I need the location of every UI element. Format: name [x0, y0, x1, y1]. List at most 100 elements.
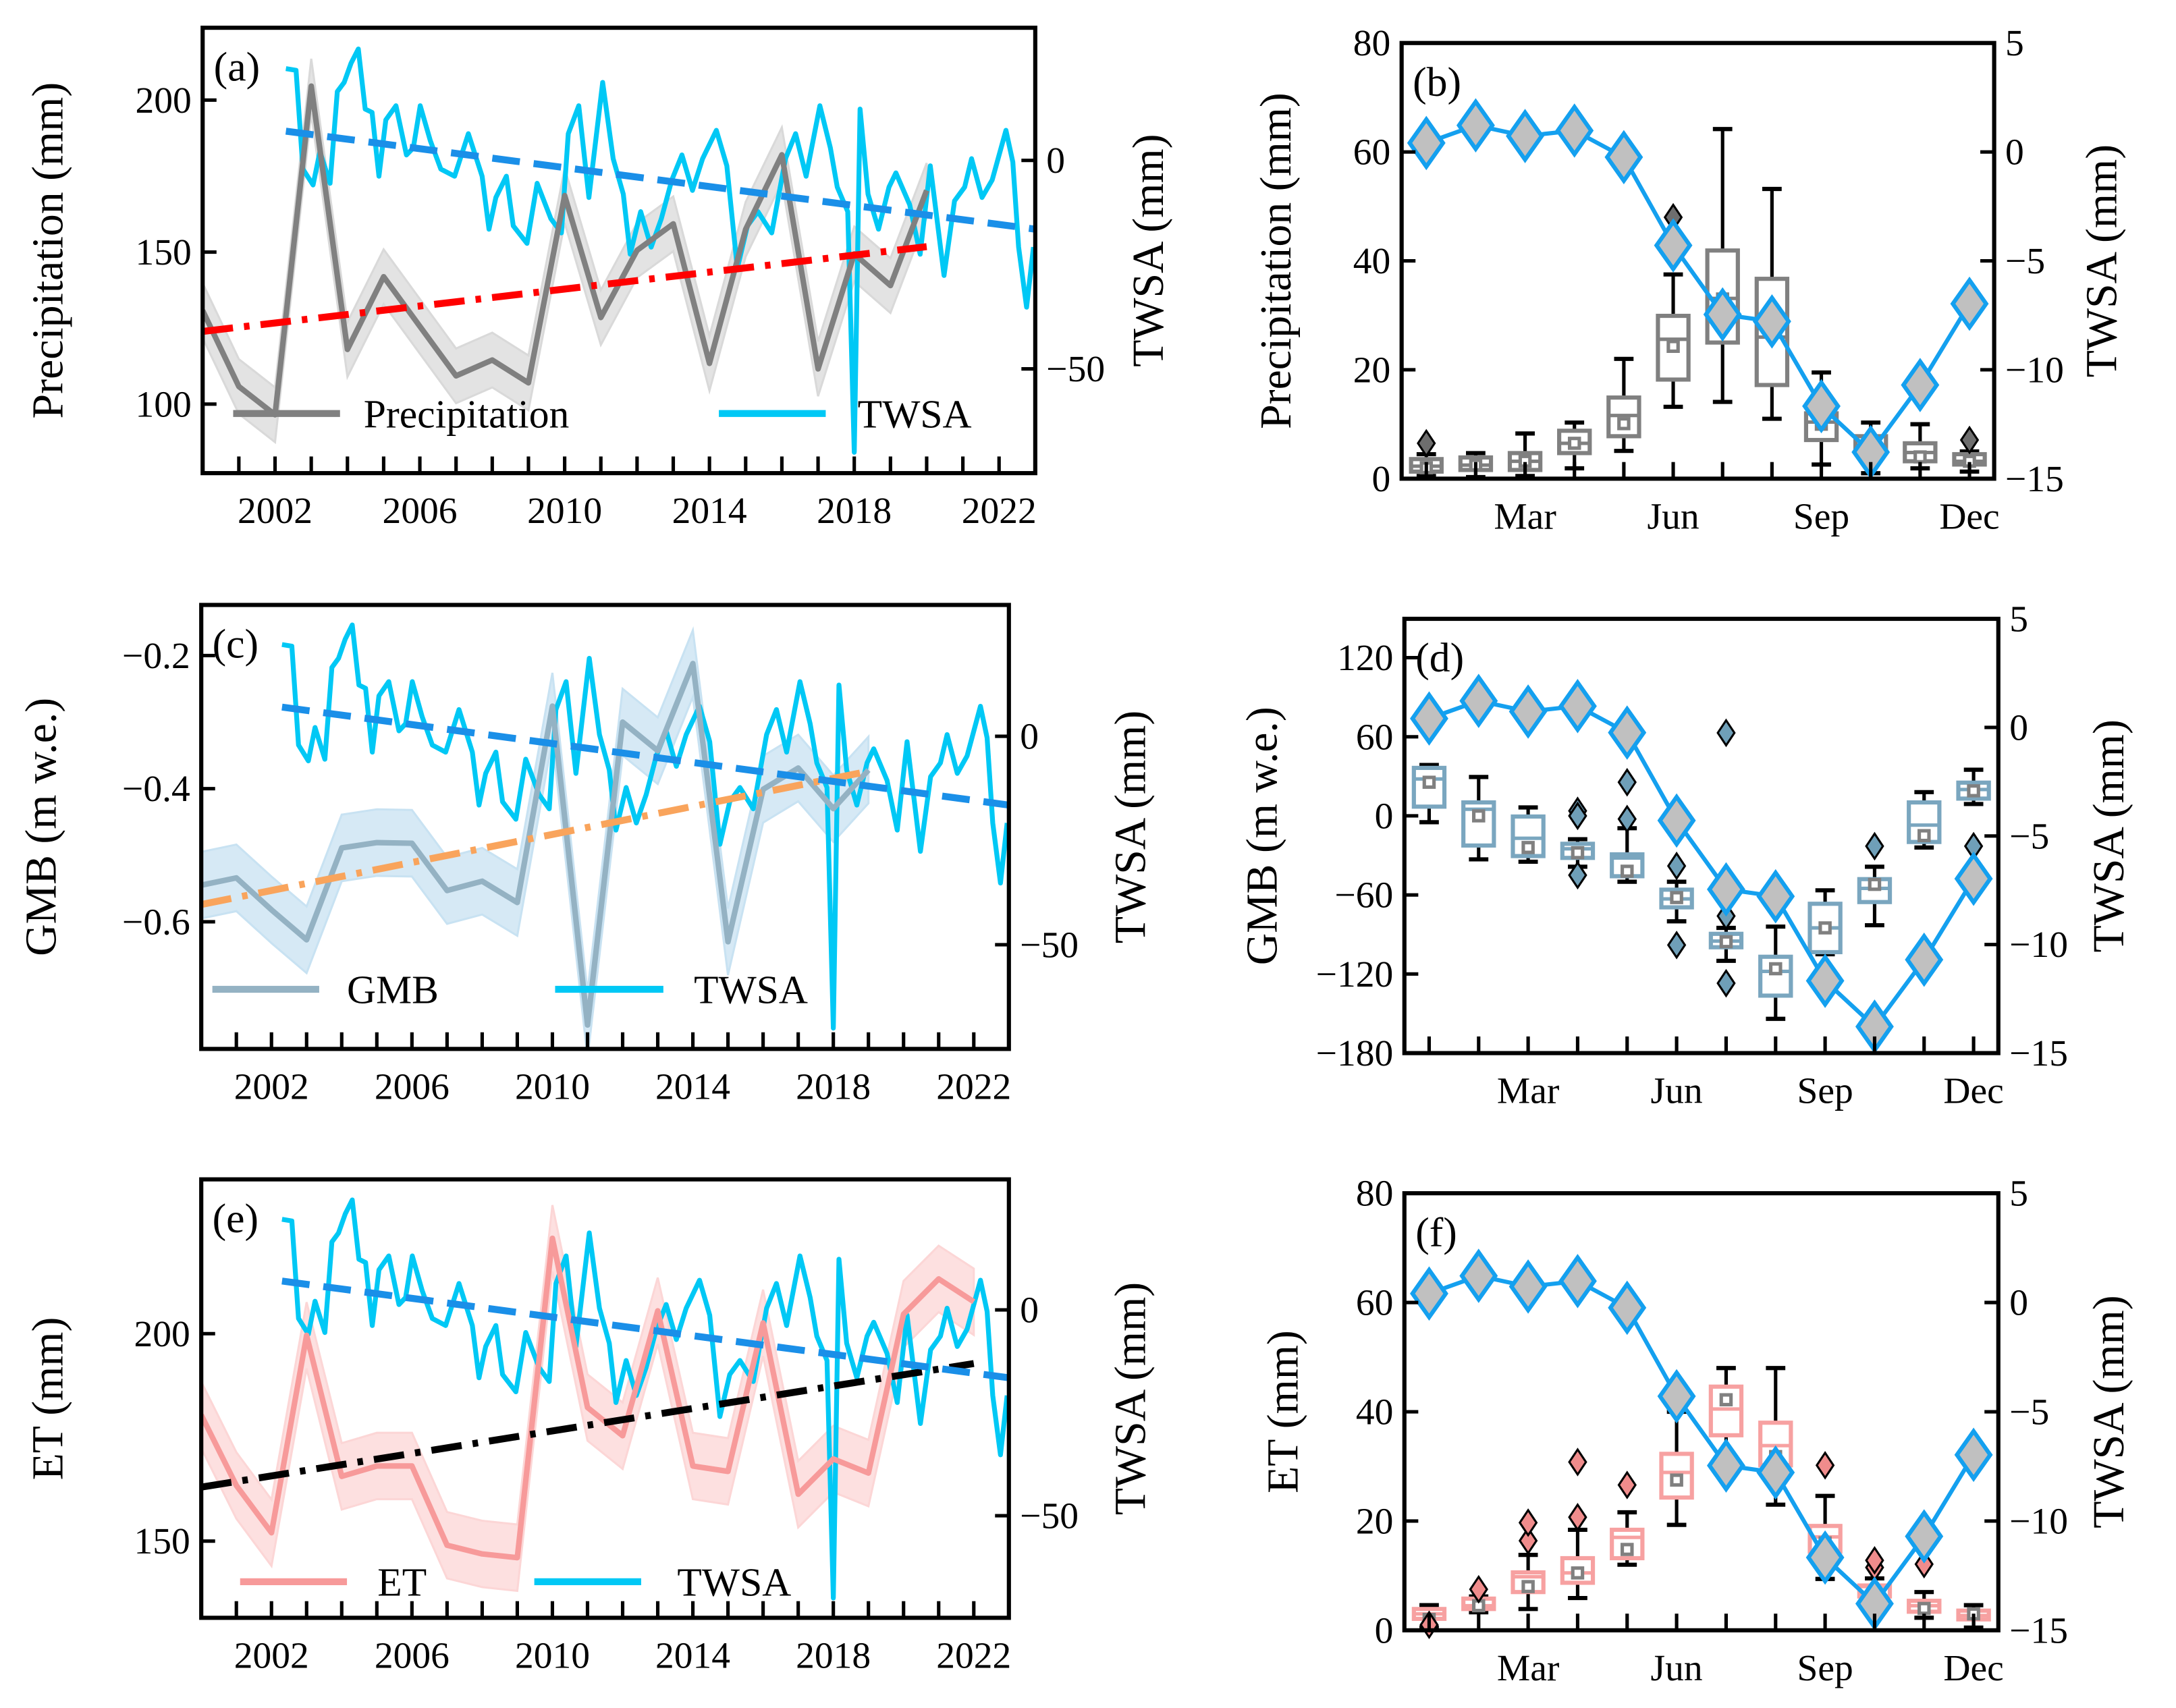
right-y-tick-label: 0 [2009, 1283, 2028, 1324]
x-tick-label: Mar [1497, 1071, 1559, 1112]
right-y-tick-label: −15 [2005, 459, 2064, 500]
x-tick-label: 2010 [527, 491, 602, 532]
left-y-tick-label: 200 [136, 80, 192, 121]
panel-label: (e) [213, 1196, 259, 1242]
panel-d-monthly-boxplot: Mar Jun Sep Dec −180 −120 −60 0 60 120 −15 −10 −5 0 5 G… [1238, 599, 2133, 1112]
x-tick-label: 2002 [234, 1635, 309, 1676]
twsa-trend-line [285, 128, 1035, 233]
outlier-marker [1959, 425, 1980, 455]
box-month-5 [1610, 767, 1645, 884]
panel-a-timeseries: Precipitation TWSA 2002 2006 2010 2014 2018 202… [24, 26, 1173, 532]
outlier-marker [1417, 429, 1436, 458]
left-y-tick-label: −0.6 [122, 902, 190, 943]
right-y-tick-label: 0 [1020, 717, 1039, 758]
box-month-2 [1461, 775, 1496, 862]
right-axis-label: TWSA (mm) [2084, 1295, 2133, 1528]
panel-label: (f) [1415, 1209, 1457, 1255]
left-y-tick-label: 0 [1371, 459, 1390, 500]
twsa-diamond-marker [1407, 115, 1446, 171]
plot-area [202, 47, 1035, 455]
right-y-tick-label: 5 [2005, 23, 2024, 64]
left-axis-label: Precipitation (mm) [24, 82, 73, 419]
left-y-tick-label: −180 [1316, 1033, 1394, 1074]
twsa-diamond-marker [1604, 130, 1643, 185]
right-y-tick-label: −10 [2005, 350, 2064, 391]
x-tick-label: 2010 [515, 1635, 590, 1676]
box-month-4 [1560, 1448, 1596, 1601]
mean-marker [1913, 450, 1927, 464]
panel-label: (a) [214, 44, 260, 90]
mean-marker [1670, 891, 1683, 904]
twsa-diamond-marker [1756, 1445, 1795, 1500]
twsa-diamond-marker [1508, 684, 1548, 739]
left-axis-label: ET (mm) [24, 1317, 73, 1481]
box-month-4 [1560, 796, 1596, 890]
precipitation-series-line [202, 83, 929, 418]
outlier-marker [1666, 851, 1687, 881]
box-month-12 [1956, 767, 1991, 861]
x-tick-label: 2002 [234, 1066, 309, 1107]
x-tick-label: Dec [1939, 496, 1999, 537]
panel-label: (c) [213, 622, 259, 667]
mean-marker [1670, 1473, 1683, 1487]
x-tick-label: 2014 [672, 491, 747, 532]
iqr-box [1708, 1384, 1744, 1437]
right-axis-label: TWSA (mm) [1106, 711, 1155, 943]
mean-marker [1521, 841, 1535, 854]
twsa-diamond-marker [1703, 287, 1742, 342]
right-y-tick-label: 5 [2009, 599, 2028, 640]
twsa-diamond-marker [1954, 851, 1993, 906]
plot-frame [199, 1177, 1011, 1620]
twsa-diamond-marker [1508, 1259, 1548, 1314]
left-y-tick-label: 0 [1375, 796, 1394, 837]
left-y-tick-label: 60 [1353, 132, 1390, 173]
mean-marker [1422, 775, 1436, 789]
mean-marker [1571, 846, 1585, 860]
twsa-diamond-marker [1954, 1427, 1993, 1483]
left-y-tick-label: 80 [1353, 23, 1390, 64]
outlier-marker [1518, 1508, 1538, 1537]
mean-marker [1917, 829, 1931, 843]
right-axis-label: TWSA (mm) [2077, 144, 2127, 377]
panel-label: (d) [1415, 635, 1464, 681]
outlier-marker [1469, 1574, 1488, 1604]
twsa-diamond-marker [1558, 679, 1597, 734]
x-tick-label: Jun [1651, 1071, 1703, 1112]
x-tick-label: Dec [1943, 1648, 2003, 1689]
twsa-diamond-marker [1459, 673, 1498, 728]
legend: GMB TWSA [212, 968, 808, 1012]
right-y-tick-label: 0 [1020, 1290, 1039, 1331]
box-month-11 [1903, 422, 1938, 471]
x-tick-label: 2022 [962, 491, 1037, 532]
legend-label: GMB [347, 968, 439, 1012]
twsa-series-line [281, 1197, 1009, 1601]
twsa-diamond-marker [1805, 954, 1845, 1008]
left-y-tick-label: 60 [1356, 1283, 1394, 1324]
x-tick-label: 2006 [375, 1635, 450, 1676]
x-tick-label: Jun [1647, 496, 1699, 537]
panel-f-monthly-boxplot: Mar Jun Sep Dec 0 20 40 60 80 −15 −10 −5 0 5 ET (mm) TW… [1258, 1174, 2133, 1689]
twsa-diamond-marker [1654, 218, 1693, 273]
x-tick-label: Mar [1494, 496, 1556, 537]
panel-b-monthly-boxplot: Mar Jun Sep Dec 0 20 40 60 80 −15 −10 −5 0 5 Precipita… [1251, 23, 2126, 537]
right-y-tick-label: −10 [2009, 1501, 2068, 1542]
right-y-tick-label: 0 [2005, 132, 2024, 173]
twsa-diamond-marker [1706, 862, 1745, 917]
left-y-tick-label: 40 [1353, 241, 1390, 282]
left-y-tick-label: 60 [1356, 717, 1394, 758]
outlier-marker [1617, 804, 1637, 833]
left-y-tick-label: 200 [134, 1314, 190, 1355]
left-y-tick-label: 120 [1337, 638, 1393, 679]
twsa-diamond-marker [1558, 1254, 1597, 1308]
twsa-diamond-marker [1905, 1509, 1944, 1564]
left-y-tick-label: 20 [1353, 350, 1390, 391]
outlier-marker [1815, 1451, 1835, 1480]
mean-marker [1666, 339, 1680, 354]
x-tick-label: 2018 [796, 1635, 871, 1676]
left-trend-line [201, 1360, 975, 1491]
et-series-line [201, 1235, 976, 1561]
legend: ET TWSA [240, 1560, 791, 1604]
box-month-1 [1411, 763, 1447, 825]
twsa-diamond-marker [1555, 103, 1594, 158]
right-y-tick-label: −10 [2009, 925, 2068, 966]
